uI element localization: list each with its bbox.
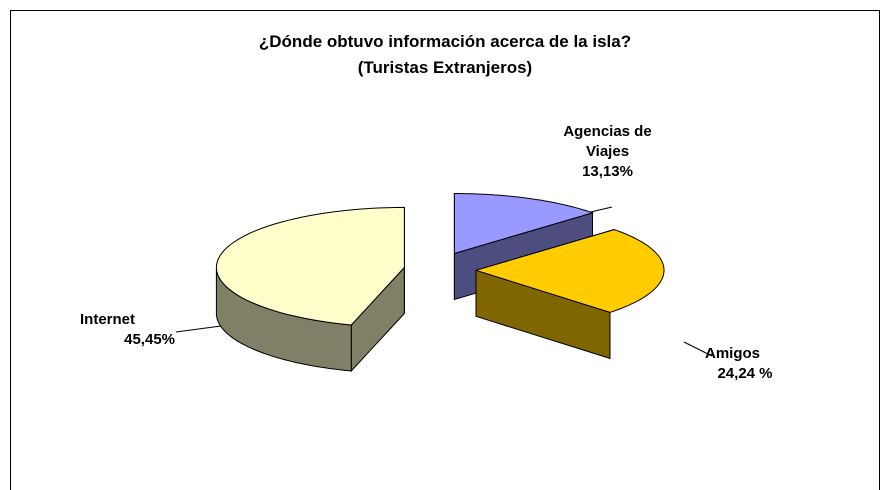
- category-label: Amigos: [705, 345, 761, 362]
- value-label: 24,24 %: [717, 365, 773, 382]
- chart-frame: [10, 10, 880, 490]
- slice: [453, 193, 595, 255]
- chart-title: ¿Dónde obtuvo información acerca de la i…: [258, 32, 632, 51]
- slice: [215, 206, 405, 326]
- slice-label: Agencias de Viajes 13,13%: [545, 122, 670, 182]
- category-label: Internet: [80, 311, 136, 328]
- chart-subtitle: (Turistas Extranjeros): [357, 58, 533, 77]
- slice: [474, 229, 665, 313]
- value-label: 13,13%: [582, 163, 633, 180]
- category-label: Agencias de Viajes: [563, 123, 652, 160]
- leader-line: [683, 341, 713, 357]
- slice-label: Amigos 24,24 %: [705, 344, 785, 384]
- value-label: 45,45%: [124, 331, 175, 348]
- leader-line: [175, 325, 222, 333]
- slice-label: Internet 45,45%: [80, 310, 175, 350]
